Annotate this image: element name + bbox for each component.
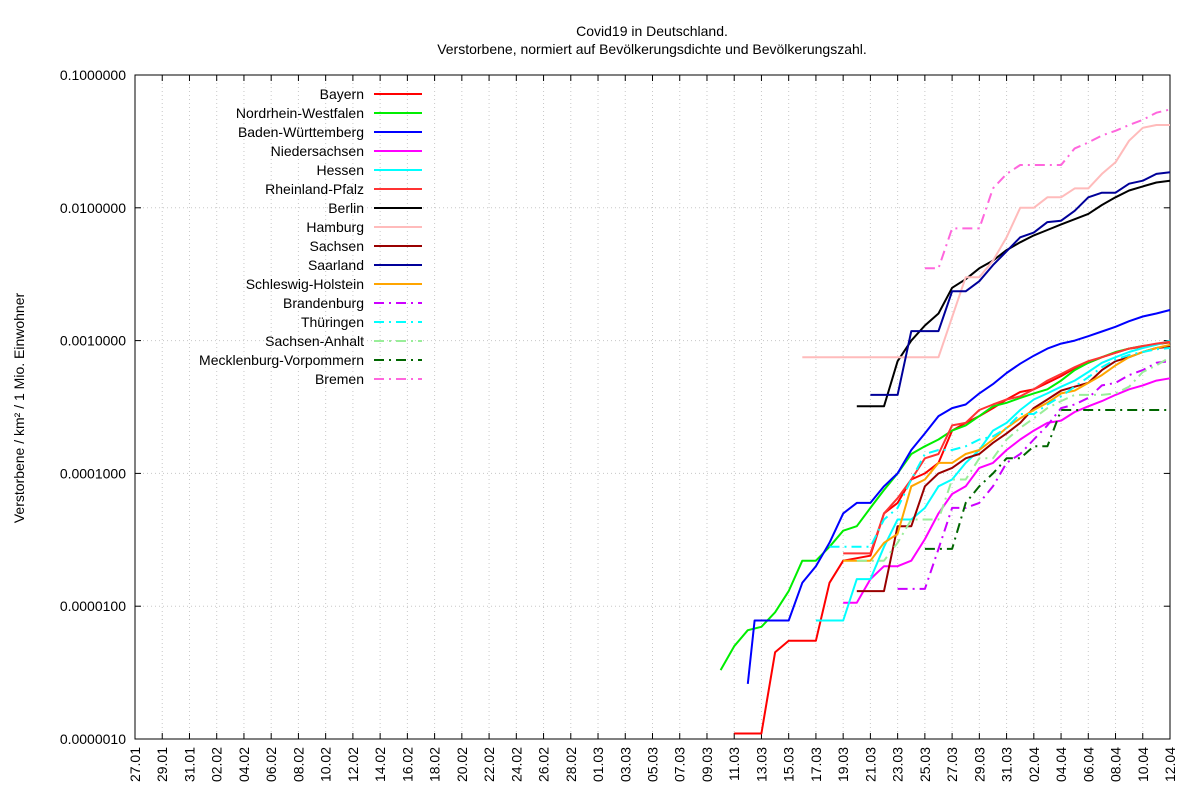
x-tick-label: 08.02 [290, 747, 306, 782]
x-tick-label: 24.02 [508, 747, 524, 782]
legend-label-bayern: Bayern [320, 86, 364, 102]
series-line-sachsen [856, 345, 1171, 593]
x-tick-label: 23.03 [890, 747, 906, 782]
legend-label-niedersachsen: Niedersachsen [271, 143, 364, 159]
x-tick-label: 21.03 [862, 747, 878, 782]
series-line-mecklenburg-vorpommern [924, 409, 1170, 550]
x-tick-label: 29.03 [971, 747, 987, 782]
x-tick-label: 07.03 [672, 747, 688, 782]
x-tick-label: 29.01 [154, 747, 170, 782]
legend-label-bremen: Bremen [315, 371, 364, 387]
x-tick-label: 02.02 [209, 747, 225, 782]
x-tick-label: 03.03 [617, 747, 633, 782]
legend-label-th-ringen: Thüringen [301, 314, 364, 330]
legend-label-rheinland-pfalz: Rheinland-Pfalz [265, 181, 364, 197]
x-tick-label: 25.03 [917, 747, 933, 782]
legend-label-brandenburg: Brandenburg [283, 295, 364, 311]
x-tick-label: 12.04 [1162, 747, 1178, 782]
chart-title: Covid19 in Deutschland. [576, 23, 728, 39]
x-tick-label: 27.01 [127, 747, 143, 782]
series-line-saarland [870, 171, 1171, 396]
x-tick-label: 09.03 [699, 747, 715, 782]
y-tick-label: 0.0001000 [60, 465, 126, 481]
x-tick-label: 06.04 [1080, 747, 1096, 782]
legend-label-mecklenburg-vorpommern: Mecklenburg-Vorpommern [199, 352, 364, 368]
x-tick-label: 22.02 [481, 747, 497, 782]
x-tick-label: 04.02 [236, 747, 252, 782]
x-tick-label: 11.03 [726, 747, 742, 781]
legend-label-sachsen-anhalt: Sachsen-Anhalt [265, 333, 364, 349]
y-tick-label: 0.0000100 [60, 598, 126, 614]
legend-label-schleswig-holstein: Schleswig-Holstein [246, 276, 364, 292]
legend-label-nordrhein-westfalen: Nordrhein-Westfalen [236, 105, 364, 121]
y-axis-label: Verstorbene / km² / 1 Mio. Einwohner [11, 293, 27, 524]
legend-label-baden-w-rttemberg: Baden-Württemberg [238, 124, 364, 140]
x-tick-label: 08.04 [1108, 747, 1124, 782]
chart-subtitle: Verstorbene, normiert auf Bevölkerungsdi… [437, 41, 867, 57]
x-tick-label: 16.02 [399, 747, 415, 782]
legend-label-hamburg: Hamburg [306, 219, 364, 235]
series-line-berlin [856, 179, 1171, 408]
series-line-niedersachsen [843, 377, 1171, 604]
x-tick-label: 27.03 [944, 747, 960, 782]
legend-label-hessen: Hessen [317, 162, 364, 178]
x-tick-label: 17.03 [808, 747, 824, 782]
x-tick-label: 18.02 [427, 747, 443, 782]
legend-label-saarland: Saarland [308, 257, 364, 273]
x-tick-label: 01.03 [590, 747, 606, 782]
series-line-baden-w-rttemberg [746, 309, 1171, 685]
title-group: Covid19 in Deutschland. Verstorbene, nor… [437, 23, 867, 57]
series-line-brandenburg [897, 360, 1171, 590]
x-tick-label: 13.03 [753, 747, 769, 782]
grid [134, 74, 1171, 740]
y-tick-label: 0.1000000 [60, 67, 126, 83]
x-tick-label: 02.04 [1026, 747, 1042, 782]
series-line-schleswig-holstein [843, 343, 1171, 562]
x-tick-label: 28.02 [563, 747, 579, 782]
y-axis-ticks: 0.0000010 0.0000100 0.0001000 0.0010000 0.01… [60, 67, 1170, 747]
legend-label-sachsen: Sachsen [310, 238, 364, 254]
x-tick-label: 10.04 [1135, 747, 1151, 782]
y-tick-label: 0.0010000 [60, 333, 126, 349]
x-tick-label: 31.01 [181, 747, 197, 782]
legend-label-berlin: Berlin [328, 200, 364, 216]
x-tick-label: 04.04 [1053, 747, 1069, 782]
x-axis-ticks: 27.01 29.01 31.01 02.02 04.02 06.02 08.02 10.02… [127, 75, 1178, 782]
series-line-th-ringen [829, 347, 1171, 548]
x-tick-label: 14.02 [372, 747, 388, 782]
x-tick-label: 10.02 [318, 747, 334, 782]
x-tick-label: 05.03 [645, 747, 661, 782]
series-line-hamburg [802, 124, 1170, 359]
legend: Bayern Nordrhein-Westfalen Baden-Württembe… [199, 86, 422, 387]
y-tick-label: 0.0000010 [60, 731, 126, 747]
series-line-bayern [734, 341, 1171, 735]
x-tick-label: 20.02 [454, 747, 470, 782]
x-tick-label: 19.03 [835, 747, 851, 782]
x-tick-label: 06.02 [263, 747, 279, 782]
y-tick-label: 0.0100000 [60, 200, 126, 216]
series-line-bremen [924, 108, 1171, 270]
x-tick-label: 26.02 [536, 747, 552, 782]
x-tick-label: 12.02 [345, 747, 361, 782]
x-tick-label: 15.03 [781, 747, 797, 782]
series-line-sachsen-anhalt [856, 356, 1171, 562]
series-lines [719, 108, 1171, 735]
x-tick-label: 31.03 [999, 747, 1015, 782]
